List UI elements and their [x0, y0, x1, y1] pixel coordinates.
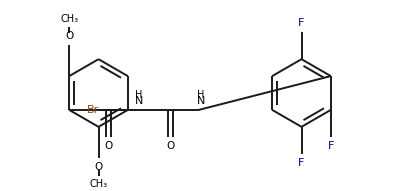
Text: F: F: [328, 141, 334, 151]
Text: O: O: [105, 141, 113, 151]
Text: CH₃: CH₃: [60, 14, 78, 24]
Text: F: F: [298, 18, 305, 28]
Text: Br: Br: [87, 105, 99, 115]
Text: O: O: [166, 141, 175, 151]
Text: O: O: [65, 31, 73, 41]
Text: O: O: [94, 162, 103, 172]
Text: N: N: [196, 96, 205, 106]
Text: H: H: [197, 90, 205, 100]
Text: F: F: [298, 158, 305, 168]
Text: H: H: [135, 90, 142, 100]
Text: CH₃: CH₃: [89, 179, 107, 189]
Text: N: N: [135, 96, 143, 106]
